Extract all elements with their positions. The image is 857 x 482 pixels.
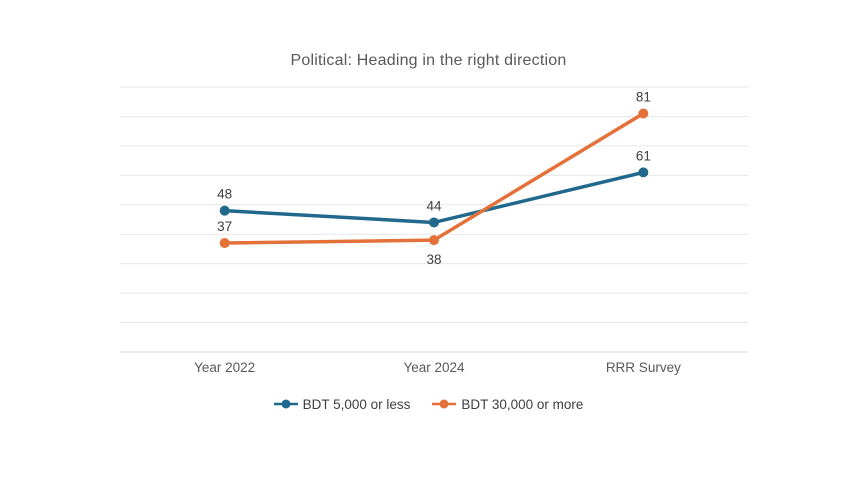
legend-label: BDT 5,000 or less (302, 396, 411, 412)
x-axis-label: Year 2024 (403, 360, 465, 375)
data-point-marker (219, 238, 230, 249)
data-label: 81 (636, 90, 651, 105)
series-line-0 (222, 170, 646, 225)
chart-title: Political: Heading in the right directio… (290, 52, 567, 69)
legend-marker-icon (432, 399, 457, 409)
data-label: 61 (636, 148, 651, 163)
legend-item-1: BDT 30,000 or more (432, 397, 583, 412)
legend-item-0: BDT 5,000 or less (273, 396, 411, 412)
data-point-marker (429, 217, 439, 228)
data-point-marker (429, 235, 439, 246)
data-label: 38 (426, 252, 441, 267)
chart-legend: BDT 5,000 or less BDT 30,000 or more (0, 394, 857, 414)
data-label: 48 (217, 187, 232, 202)
x-axis-label: RRR Survey (606, 360, 681, 375)
x-axis-label: Year 2022 (194, 360, 255, 375)
data-label: 37 (217, 219, 232, 234)
data-label: 44 (426, 198, 442, 213)
data-point-marker (638, 108, 649, 119)
legend-marker-icon (273, 399, 298, 409)
data-point-marker (638, 167, 649, 178)
data-point-marker (219, 205, 230, 216)
legend-label: BDT 30,000 or more (461, 396, 584, 412)
